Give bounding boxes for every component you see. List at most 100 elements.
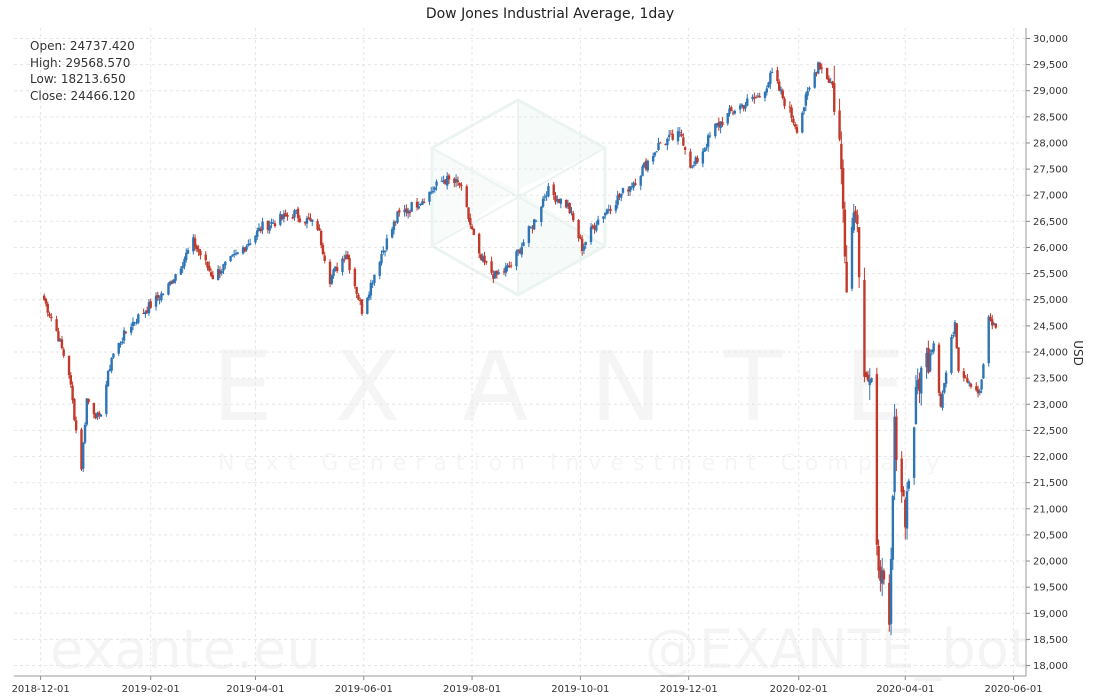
- candle-body: [82, 442, 85, 469]
- candle-body: [742, 105, 745, 109]
- candle-body: [183, 258, 186, 267]
- candle-body: [465, 186, 468, 208]
- candle-body: [653, 152, 657, 156]
- candle-body: [715, 123, 719, 126]
- candle-body: [957, 347, 960, 372]
- candle-body: [346, 254, 349, 260]
- candle-body: [243, 247, 247, 252]
- candle-body: [825, 67, 829, 80]
- candle-body: [348, 257, 351, 271]
- candle-body: [605, 209, 609, 214]
- candle-body: [659, 142, 662, 144]
- candle-body: [112, 353, 115, 358]
- candle-body: [927, 347, 930, 373]
- candle-body: [557, 199, 561, 203]
- candle-body: [962, 371, 966, 378]
- candle-body: [880, 570, 884, 584]
- candle-body: [577, 220, 580, 239]
- candle-body: [408, 212, 412, 214]
- candle-body: [241, 247, 245, 254]
- candle-body: [779, 89, 783, 92]
- candle-body: [895, 416, 898, 460]
- candle-body: [857, 227, 861, 278]
- candle-body: [259, 228, 262, 232]
- candle-body: [421, 201, 424, 205]
- candle-body: [83, 424, 87, 443]
- candle-body: [373, 274, 376, 283]
- y-tick-label: 24,000: [1033, 348, 1068, 359]
- candle-body: [44, 298, 48, 304]
- candle-body: [344, 255, 348, 259]
- candle-body: [877, 546, 880, 571]
- candle-body: [319, 231, 323, 246]
- candle-body: [804, 94, 808, 106]
- candle-body: [458, 183, 461, 186]
- candle-body: [572, 213, 575, 221]
- candle-body: [863, 279, 866, 377]
- candle-body: [334, 266, 337, 271]
- candle-body: [371, 283, 374, 285]
- candle-body: [117, 342, 120, 354]
- y-tick-label: 22,500: [1033, 426, 1068, 437]
- candle-body: [630, 186, 634, 188]
- candle-body: [966, 378, 969, 383]
- candle-body: [311, 219, 314, 223]
- candle-body: [728, 108, 731, 114]
- candle-body: [504, 266, 507, 273]
- candle-body: [369, 282, 373, 296]
- candle-body: [293, 210, 296, 218]
- candle-body: [367, 294, 371, 299]
- candle-body: [634, 183, 637, 185]
- candle-body: [508, 265, 511, 267]
- candle-body: [383, 250, 387, 252]
- y-tick-label: 18,000: [1033, 661, 1068, 672]
- candle-body: [73, 398, 76, 421]
- y-tick-label: 19,000: [1033, 609, 1068, 620]
- candle-body: [564, 199, 568, 208]
- candle-body: [218, 270, 222, 275]
- candle-body: [669, 133, 673, 135]
- candle-body: [889, 558, 893, 624]
- watermark-brand: EXANTE: [212, 331, 967, 443]
- candle-body: [840, 143, 843, 170]
- candle-body: [279, 213, 282, 225]
- candle-body: [355, 287, 358, 294]
- candle-body: [589, 226, 593, 243]
- y-tick-label: 23,500: [1033, 374, 1068, 385]
- candle-body: [492, 274, 495, 279]
- candle-body: [444, 179, 447, 185]
- y-tick-label: 25,500: [1033, 269, 1068, 280]
- candle-body: [185, 252, 188, 261]
- candle-body: [204, 254, 207, 261]
- candle-body: [195, 246, 199, 250]
- x-tick-label: 2019-04-01: [226, 684, 284, 695]
- y-tick-label: 23,000: [1033, 400, 1068, 411]
- candle-body: [509, 265, 513, 267]
- candle-body: [534, 220, 538, 222]
- candle-body: [121, 341, 124, 344]
- y-tick-label: 19,500: [1033, 583, 1068, 594]
- candle-body: [632, 182, 635, 188]
- candle-body: [614, 205, 618, 211]
- candle-body: [410, 202, 413, 212]
- candle-body: [831, 81, 834, 85]
- candle-body: [110, 358, 113, 371]
- candle-body: [566, 202, 570, 207]
- candle-body: [930, 350, 934, 353]
- x-tick-label: 2019-10-01: [551, 684, 609, 695]
- y-tick-label: 22,000: [1033, 452, 1068, 463]
- candle-body: [767, 82, 770, 88]
- candle-body: [422, 201, 426, 204]
- candle-body: [781, 90, 784, 99]
- candle-body: [481, 256, 484, 262]
- candle-body: [976, 389, 980, 394]
- candle-body: [94, 413, 97, 419]
- candle-body: [950, 337, 953, 374]
- candle-body: [497, 272, 500, 274]
- candle-body: [248, 243, 252, 245]
- candle-body: [888, 582, 891, 625]
- candle-body: [905, 491, 909, 529]
- candle-body: [517, 249, 520, 252]
- candle-body: [854, 210, 857, 215]
- candle-body: [357, 294, 360, 300]
